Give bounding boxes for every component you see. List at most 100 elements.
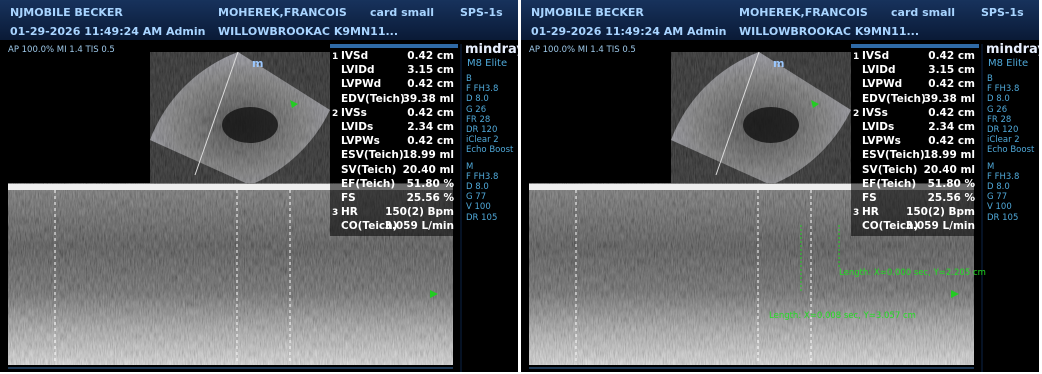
sector-marker-m: m (773, 57, 784, 70)
measure-annotation: Length: X=0.008 sec, Y=3.057 cm (769, 311, 916, 321)
imaging-param: iClear 2 (987, 135, 1020, 146)
measure-name: CO(Teich) (341, 220, 398, 233)
measure-name: EF(Teich) (341, 177, 396, 190)
measure-name: SV(Teich) (341, 163, 397, 176)
acoustic-output: AP 100.0% MI 1.4 TIS 0.5 (529, 45, 636, 55)
measure-name: EF(Teich) (862, 177, 917, 190)
measure-value: 39.38 ml (923, 92, 975, 105)
measure-value: 0.42 cm (928, 50, 975, 62)
probe: SPS-1s (460, 6, 503, 19)
imaging-param: DR 120 (987, 125, 1019, 135)
measure-name: HR (341, 206, 358, 219)
measure-value: 3.059 L/min (905, 220, 975, 233)
acoustic-output: AP 100.0% MI 1.4 TIS 0.5 (8, 45, 115, 55)
imaging-param: M (466, 161, 474, 172)
image-area: m (0, 0, 518, 372)
imaging-param: B (987, 74, 993, 84)
measure-value: 20.40 ml (402, 163, 454, 176)
measure-name: LVPWd (862, 78, 903, 91)
measure-value: 0.42 cm (928, 78, 975, 91)
patient-name: MOHEREK,FRANCOIS (218, 6, 347, 19)
measure-value: 150(2) Bpm (906, 206, 975, 219)
scan-line (194, 51, 239, 176)
measure-box (330, 48, 458, 236)
mmode-marker (430, 290, 438, 298)
measure-value: 51.80 % (406, 177, 454, 190)
measure-index: 2 (332, 108, 339, 119)
measure-value: 25.56 % (406, 192, 454, 204)
measure-value: 18.99 ml (923, 149, 975, 162)
imaging-param: G 77 (987, 192, 1008, 203)
measure-annotation: Length: X=0.000 sec, Y=2.205 cm (839, 268, 986, 278)
imaging-param: FR 28 (987, 114, 1012, 125)
measure-name: LVPWd (341, 78, 382, 91)
ultrasound-panel: m NJMOBILE BECKER MOHEREK,FRANCOIS card sma… (521, 0, 1039, 372)
measure-name: IVSs (862, 106, 888, 119)
scan-line (715, 51, 760, 176)
measure-name: ESV(Teich) (341, 149, 404, 162)
imaging-param: Echo Boost (987, 145, 1035, 156)
measure-name: HR (862, 206, 879, 219)
datetime: 01-29-2026 11:49:24 AM Admin (531, 25, 727, 38)
measure-value: 0.42 cm (928, 106, 975, 119)
imaging-param: G 26 (466, 104, 487, 115)
brand-logo: mindray (465, 42, 518, 57)
measure-index: 2 (853, 108, 860, 119)
heart-chamber (222, 107, 278, 143)
measure-name: CO(Teich) (862, 220, 919, 233)
imaging-param: DR 105 (987, 212, 1019, 223)
measure-name: SV(Teich) (862, 163, 918, 176)
measure-value: 0.42 cm (407, 78, 454, 91)
measure-value: 3.15 cm (407, 64, 454, 77)
imaging-param: iClear 2 (466, 135, 499, 146)
sector-marker-m: m (252, 57, 263, 70)
measure-box-bar (330, 44, 458, 48)
imaging-param: DR 105 (466, 212, 498, 223)
measure-name: IVSd (862, 50, 890, 62)
imaging-param: M (987, 161, 995, 172)
measure-value: 51.80 % (927, 177, 975, 190)
measure-value: 0.42 cm (407, 50, 454, 62)
measure-value: 150(2) Bpm (385, 206, 454, 219)
measure-value: 3.15 cm (928, 64, 975, 77)
imaging-param: D 8.0 (466, 182, 489, 192)
brand-logo: mindray (986, 42, 1039, 57)
measure-value: 20.40 ml (923, 163, 975, 176)
measure-name: FS (862, 192, 877, 204)
preset: card small (891, 6, 956, 19)
measure-index: 3 (853, 208, 860, 219)
measure-index: 3 (332, 208, 339, 219)
ultrasound-panel: m NJMOBILE BECKER MOHEREK,FRANCOIS card sma… (0, 0, 518, 372)
measure-name: LVIDs (862, 121, 895, 133)
measure-name: LVPWs (341, 135, 380, 148)
heart-chamber (743, 107, 799, 143)
measure-value: 0.42 cm (928, 135, 975, 148)
measure-value: 0.42 cm (407, 135, 454, 148)
site-name: NJMOBILE BECKER (531, 6, 644, 19)
imaging-param: B (466, 74, 472, 84)
measure-value: 3.059 L/min (384, 220, 454, 233)
measure-index: 1 (332, 52, 339, 62)
measure-value: 2.34 cm (928, 121, 975, 133)
imaging-param: F FH3.8 (987, 171, 1020, 182)
imaging-param: FR 28 (466, 114, 491, 125)
patient-name: MOHEREK,FRANCOIS (739, 6, 868, 19)
measure-value: 0.42 cm (407, 106, 454, 119)
measure-name: LVIDs (341, 121, 374, 133)
measure-value: 2.34 cm (407, 121, 454, 133)
measure-name: FS (341, 192, 356, 204)
imaging-param: D 8.0 (987, 94, 1010, 105)
institution: WILLOWBROOKAC K9MN11... (739, 25, 920, 38)
mmode-bright-line (8, 184, 453, 190)
header-bar (521, 0, 1039, 40)
model: M8 Elite (988, 58, 1029, 69)
imaging-param: DR 120 (466, 125, 498, 135)
header-bar (0, 0, 518, 40)
imaging-param: D 8.0 (466, 94, 489, 105)
probe: SPS-1s (981, 6, 1024, 19)
imaging-param: V 100 (987, 202, 1012, 213)
datetime: 01-29-2026 11:49:24 AM Admin (10, 25, 206, 38)
imaging-param: F FH3.8 (987, 84, 1020, 95)
imaging-param: G 26 (987, 104, 1008, 115)
